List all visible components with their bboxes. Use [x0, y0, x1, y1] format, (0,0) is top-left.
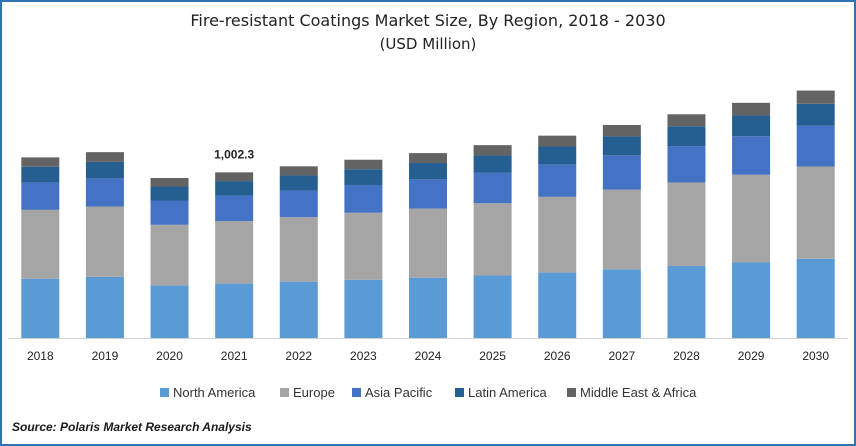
bar-2020-asia-pacific — [150, 200, 189, 225]
bar-2021-latin-america — [215, 181, 254, 196]
x-tick-label-2020: 2020 — [156, 349, 183, 363]
bar-2024-latin-america — [409, 163, 447, 180]
bar-2025-north-america — [473, 275, 512, 338]
bar-2019-europe — [85, 206, 124, 277]
bar-2030-europe — [796, 166, 835, 259]
x-tick-label-2021: 2021 — [221, 349, 248, 363]
bar-2025-europe — [473, 203, 512, 276]
bar-2020-latin-america — [150, 186, 189, 201]
bar-2028-latin-america — [667, 126, 706, 147]
legend-label-middle-east-africa: Middle East & Africa — [580, 385, 697, 400]
bar-2018-north-america — [21, 278, 60, 338]
x-tick-label-2025: 2025 — [479, 349, 506, 363]
legend-label-asia-pacific: Asia Pacific — [365, 385, 433, 400]
bar-2025-middle-east-africa — [473, 145, 512, 156]
bar-2028-middle-east-africa — [667, 114, 706, 127]
bar-2021-asia-pacific — [215, 195, 254, 222]
bar-2019-latin-america — [85, 161, 124, 179]
bar-2028-asia-pacific — [667, 146, 706, 183]
bar-2027-middle-east-africa — [602, 124, 641, 137]
bar-2030-asia-pacific — [796, 125, 835, 167]
bar-2024-middle-east-africa — [409, 153, 447, 164]
legend-label-north-america: North America — [173, 385, 256, 400]
bar-2021-middle-east-africa — [215, 172, 254, 182]
chart-title: Fire-resistant Coatings Market Size, By … — [190, 11, 666, 30]
x-tick-label-2029: 2029 — [738, 349, 765, 363]
bar-2022-north-america — [279, 281, 318, 338]
bar-2030-middle-east-africa — [796, 90, 835, 104]
bar-2022-middle-east-africa — [279, 166, 318, 176]
bar-2028-europe — [667, 182, 706, 266]
legend-swatch-north-america — [160, 388, 169, 397]
bar-2019-middle-east-africa — [85, 152, 124, 162]
bar-2020-north-america — [150, 285, 189, 338]
bar-2020-middle-east-africa — [150, 177, 189, 187]
legend-swatch-asia-pacific — [352, 388, 361, 397]
bar-2024-north-america — [409, 277, 447, 338]
bar-2018-europe — [21, 209, 60, 279]
source-note: Source: Polaris Market Research Analysis — [12, 420, 252, 434]
legend-label-latin-america: Latin America — [468, 385, 548, 400]
chart-subtitle: (USD Million) — [379, 35, 477, 53]
bar-2018-asia-pacific — [21, 182, 60, 210]
bar-2030-north-america — [796, 258, 835, 338]
bar-2026-north-america — [538, 272, 577, 338]
legend-swatch-latin-america — [455, 388, 464, 397]
x-tick-label-2022: 2022 — [285, 349, 312, 363]
bar-2025-asia-pacific — [473, 172, 512, 204]
bar-2025-latin-america — [473, 155, 512, 173]
bar-2027-asia-pacific — [602, 155, 641, 190]
bar-2020-europe — [150, 224, 189, 286]
bar-2029-europe — [732, 174, 771, 263]
bar-2027-europe — [602, 189, 641, 270]
x-tick-label-2027: 2027 — [608, 349, 635, 363]
bar-2026-middle-east-africa — [538, 135, 577, 147]
bar-2019-north-america — [85, 276, 124, 338]
bar-2029-latin-america — [732, 115, 771, 137]
x-tick-label-2028: 2028 — [673, 349, 700, 363]
bar-2019-asia-pacific — [85, 178, 124, 207]
bar-2026-latin-america — [538, 146, 577, 165]
x-tick-label-2030: 2030 — [802, 349, 829, 363]
bar-2023-middle-east-africa — [344, 159, 383, 170]
legend-label-europe: Europe — [293, 385, 335, 400]
bar-2018-middle-east-africa — [21, 157, 60, 167]
bar-2026-asia-pacific — [538, 164, 577, 197]
bar-2029-north-america — [732, 262, 771, 338]
bar-2021-north-america — [215, 283, 254, 338]
bar-2029-asia-pacific — [732, 136, 771, 175]
legend-swatch-europe — [280, 388, 289, 397]
bar-2022-latin-america — [279, 175, 318, 191]
legend-swatch-middle-east-africa — [567, 388, 576, 397]
bar-2029-middle-east-africa — [732, 102, 771, 116]
bar-2023-europe — [344, 212, 383, 280]
x-tick-label-2023: 2023 — [350, 349, 377, 363]
bar-2024-europe — [409, 208, 447, 278]
bar-2022-europe — [279, 217, 318, 282]
bar-2023-latin-america — [344, 169, 383, 185]
bar-2030-latin-america — [796, 103, 835, 126]
bar-2023-asia-pacific — [344, 184, 383, 213]
x-tick-label-2018: 2018 — [27, 349, 54, 363]
bar-2028-north-america — [667, 265, 706, 338]
x-tick-label-2026: 2026 — [544, 349, 571, 363]
bar-2023-north-america — [344, 279, 383, 338]
bar-2024-asia-pacific — [409, 179, 447, 209]
bar-2018-latin-america — [21, 166, 60, 183]
bar-2027-latin-america — [602, 136, 641, 156]
bar-2022-asia-pacific — [279, 190, 318, 218]
bar-2021-europe — [215, 221, 254, 284]
bar-2026-europe — [538, 196, 577, 273]
x-tick-label-2024: 2024 — [415, 349, 442, 363]
x-tick-label-2019: 2019 — [92, 349, 119, 363]
bar-2027-north-america — [602, 269, 641, 338]
data-label-2021: 1,002.3 — [214, 147, 254, 161]
